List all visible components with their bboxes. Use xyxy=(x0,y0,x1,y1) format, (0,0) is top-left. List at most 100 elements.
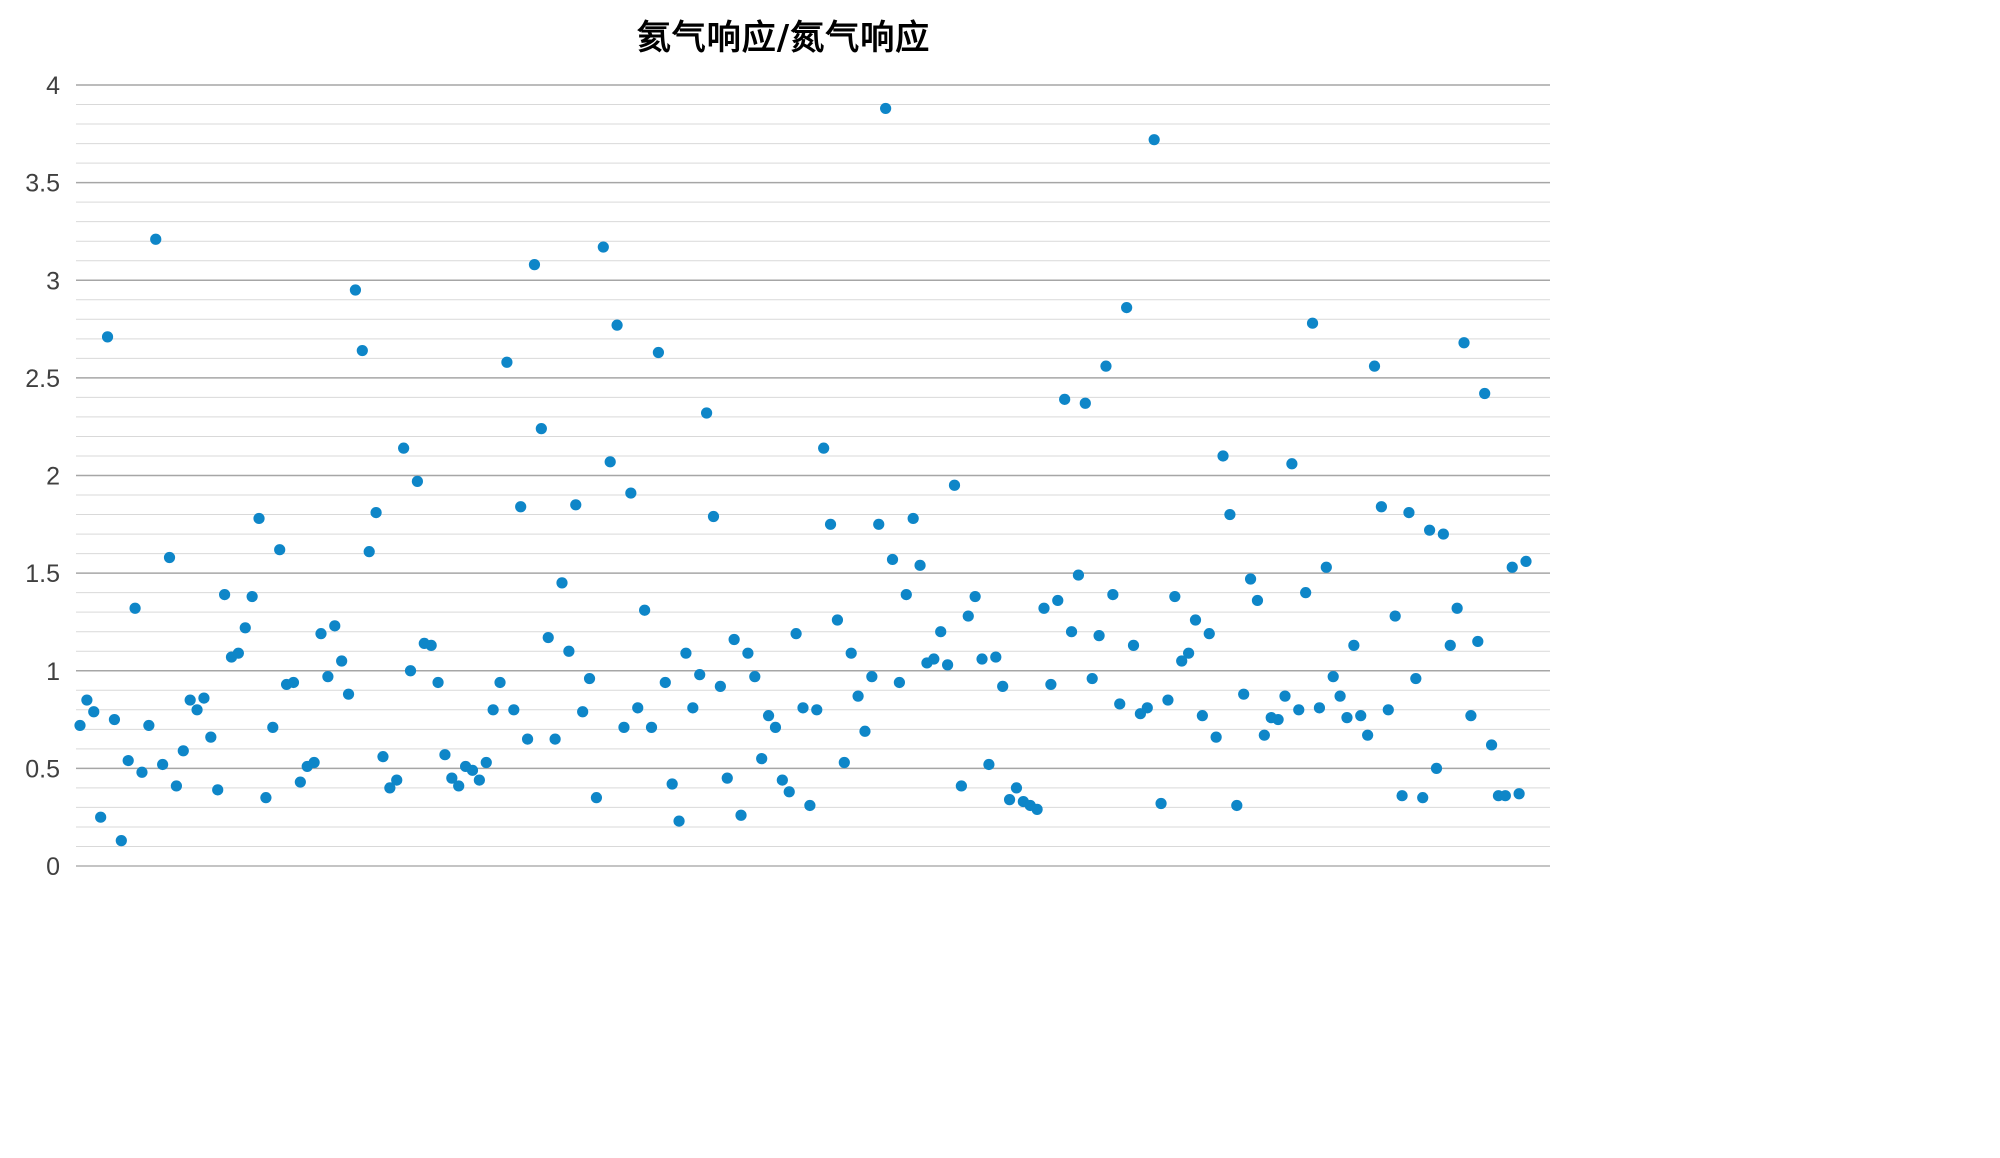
data-point xyxy=(446,772,458,784)
data-point xyxy=(315,628,327,640)
data-point xyxy=(976,653,988,665)
data-point xyxy=(1341,712,1353,724)
data-point xyxy=(1045,678,1057,691)
data-point xyxy=(1327,671,1339,683)
data-point xyxy=(1382,704,1394,716)
data-point xyxy=(914,559,926,571)
y-tick-label: 0 xyxy=(46,853,60,881)
data-point xyxy=(425,639,437,651)
data-point xyxy=(1065,626,1078,638)
data-point xyxy=(1217,450,1229,462)
data-point xyxy=(762,710,775,722)
chart-container: 氦气响应/氮气响应 0 0.5 1 1.5 2 2.5 3 3.5 4 xyxy=(25,18,1550,881)
data-point xyxy=(1003,794,1016,806)
data-point xyxy=(1355,710,1367,722)
data-point xyxy=(1183,647,1195,659)
data-point xyxy=(1396,790,1408,802)
data-point xyxy=(521,733,534,745)
data-point xyxy=(453,780,465,792)
data-point xyxy=(1485,739,1498,751)
data-point xyxy=(590,792,603,804)
data-point xyxy=(1375,501,1387,513)
data-point xyxy=(618,721,630,733)
data-point xyxy=(597,241,609,253)
data-point xyxy=(219,589,231,601)
data-point xyxy=(108,713,121,726)
data-point xyxy=(267,721,279,733)
data-point xyxy=(329,620,341,632)
data-point xyxy=(1169,590,1181,603)
data-point xyxy=(1348,639,1360,651)
data-point xyxy=(212,784,224,796)
y-tick-label: 1 xyxy=(46,658,60,686)
data-point xyxy=(1072,569,1085,581)
data-point xyxy=(1424,524,1436,536)
data-point xyxy=(342,688,355,700)
data-point xyxy=(542,631,554,644)
data-point xyxy=(1203,628,1215,640)
data-point xyxy=(253,512,265,525)
data-point xyxy=(1148,134,1160,146)
data-point xyxy=(1479,387,1491,400)
data-point xyxy=(1430,762,1443,774)
data-point xyxy=(480,756,492,769)
data-point xyxy=(838,756,850,769)
data-point xyxy=(74,719,86,732)
data-point xyxy=(1127,639,1140,651)
y-tick-label: 3.5 xyxy=(25,170,60,198)
data-point xyxy=(721,772,733,784)
data-point xyxy=(666,778,678,790)
data-point xyxy=(246,590,258,603)
data-point xyxy=(129,602,141,614)
data-point xyxy=(859,725,871,737)
data-point xyxy=(356,344,368,357)
data-point xyxy=(1162,694,1174,706)
data-point xyxy=(404,665,417,677)
data-point xyxy=(191,704,203,716)
data-point xyxy=(1306,317,1319,329)
data-point xyxy=(136,766,148,778)
data-point xyxy=(163,551,176,564)
data-point xyxy=(1093,630,1105,642)
data-point xyxy=(604,456,616,468)
data-point xyxy=(955,780,967,792)
data-point xyxy=(1465,710,1477,722)
data-point xyxy=(1444,639,1456,651)
data-point xyxy=(1417,792,1429,804)
data-point xyxy=(1410,672,1422,685)
data-point xyxy=(308,756,320,769)
y-tick-label: 2 xyxy=(46,463,60,491)
data-point xyxy=(1038,602,1050,614)
data-point xyxy=(1114,698,1126,710)
data-point xyxy=(969,590,981,603)
y-tick-label: 2.5 xyxy=(25,365,60,393)
data-point xyxy=(769,721,782,733)
data-point xyxy=(556,577,568,589)
data-point xyxy=(962,610,974,622)
data-point xyxy=(1513,788,1525,800)
data-point xyxy=(756,753,768,765)
data-point xyxy=(880,102,892,115)
data-point xyxy=(694,669,706,681)
data-point xyxy=(101,331,114,343)
data-point xyxy=(1100,360,1112,372)
data-point xyxy=(287,676,300,689)
data-point xyxy=(1437,528,1449,540)
data-point xyxy=(473,774,485,786)
data-point xyxy=(570,499,582,511)
data-point xyxy=(115,835,127,847)
data-point xyxy=(707,510,720,523)
data-point xyxy=(1238,688,1250,700)
data-point xyxy=(1506,561,1518,573)
data-point xyxy=(804,799,816,812)
data-point xyxy=(1121,301,1133,314)
data-point xyxy=(1451,602,1463,614)
data-point xyxy=(398,442,410,454)
data-point xyxy=(439,749,451,761)
data-point xyxy=(391,774,403,786)
data-point xyxy=(797,702,809,714)
data-point xyxy=(1107,589,1119,601)
data-point xyxy=(1313,702,1326,714)
chart-title: 氦气响应/氮气响应 xyxy=(636,18,931,58)
data-point xyxy=(632,702,644,714)
